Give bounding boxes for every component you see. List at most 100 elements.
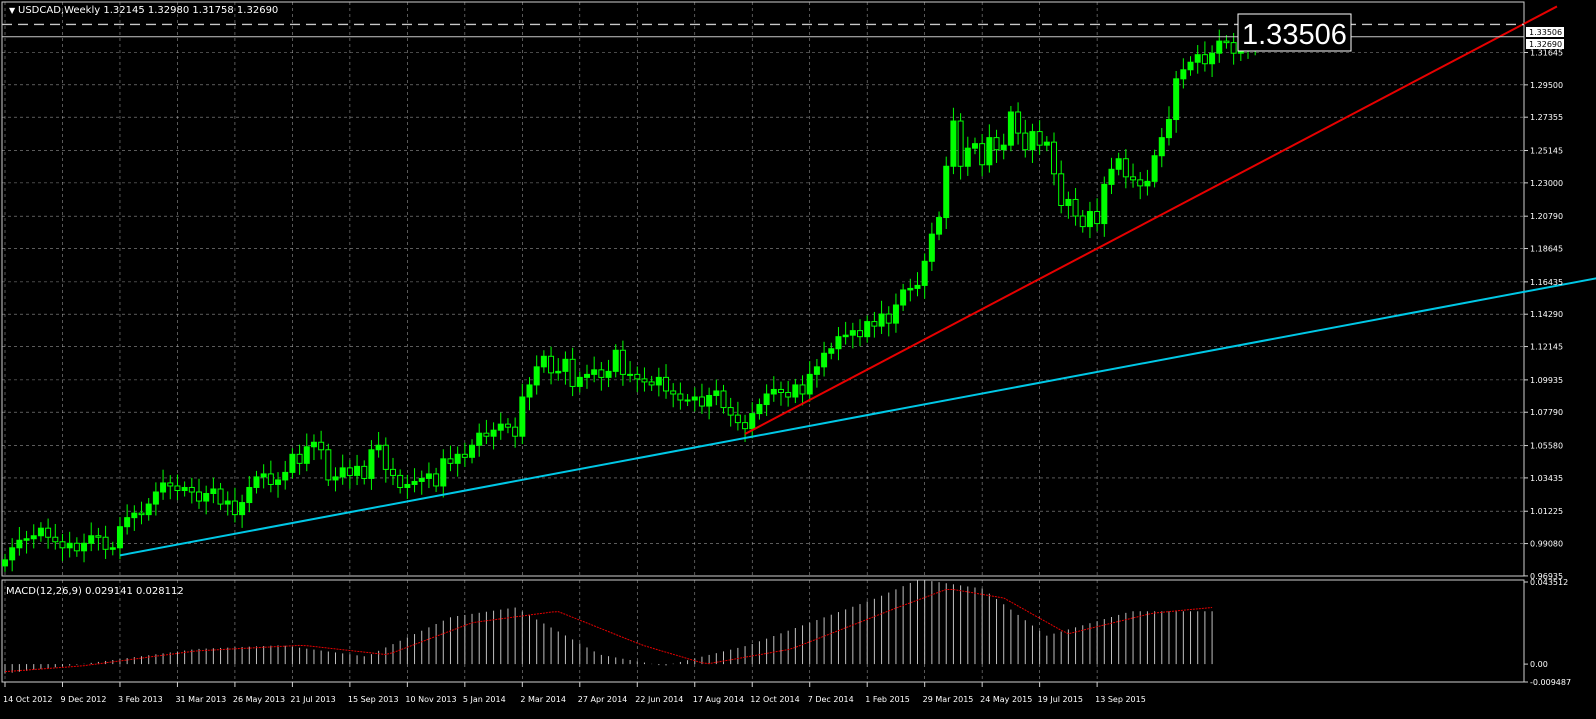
candle-body <box>346 467 353 476</box>
candle-body <box>1158 137 1165 157</box>
candle-body <box>734 414 741 424</box>
candle-body <box>1137 179 1144 187</box>
macd-y-tick-label: 0.043512 <box>1530 578 1568 587</box>
y-tick-label: 1.09935 <box>1530 376 1563 385</box>
candle-body <box>339 467 346 478</box>
candle-body <box>217 488 224 505</box>
candle-body <box>950 120 957 167</box>
candle-body <box>296 453 303 464</box>
candle-body <box>389 468 396 476</box>
candle-body <box>698 396 705 407</box>
candle-body <box>411 480 418 485</box>
candle-body <box>325 449 332 481</box>
candle-body <box>1108 168 1115 185</box>
big-price: 1.33506 <box>1242 19 1347 51</box>
macd-header: MACD(12,26,9) 0.029141 0.028112 <box>6 586 184 597</box>
candle-body <box>742 422 749 430</box>
candle-body <box>2 559 8 567</box>
x-tick-label: 15 Sep 2013 <box>348 695 399 704</box>
x-tick-label: 3 Feb 2013 <box>118 695 163 704</box>
candle-body <box>138 512 145 516</box>
y-tick-label: 1.14290 <box>1530 310 1563 319</box>
candle-body <box>145 503 152 516</box>
candle-body <box>792 384 799 398</box>
candle-body <box>533 366 540 386</box>
candle-body <box>627 373 634 376</box>
macd-frame <box>1 579 1525 683</box>
candle-body <box>936 217 943 235</box>
y-tick-label: 0.96935 <box>1530 572 1563 581</box>
candle-body <box>1165 119 1172 139</box>
x-tick-label: 17 Aug 2014 <box>693 695 744 704</box>
y-tick-label: 1.27355 <box>1530 113 1563 122</box>
candle-body <box>1216 40 1223 54</box>
candle-body <box>540 355 547 368</box>
candle-body <box>404 483 411 488</box>
candle-body <box>310 441 317 448</box>
candle-body <box>260 473 267 478</box>
candle-body <box>670 390 677 395</box>
candle-body <box>1051 141 1058 175</box>
x-tick-label: 10 Nov 2013 <box>405 695 456 704</box>
candle-body <box>842 334 849 338</box>
candle-body <box>131 512 138 519</box>
x-tick-label: 12 Oct 2014 <box>750 695 799 704</box>
candle-body <box>52 536 59 543</box>
candle-body <box>160 482 167 493</box>
candle-body <box>174 485 181 491</box>
candle-body <box>569 358 576 387</box>
candle-body <box>770 388 777 395</box>
candle-body <box>1201 54 1208 65</box>
candle-body <box>368 449 375 479</box>
candle-body <box>892 304 899 324</box>
candle-body <box>88 535 95 544</box>
candles <box>2 23 1259 572</box>
candle-body <box>483 432 490 437</box>
y-tick-label: 1.18645 <box>1530 245 1563 254</box>
symbol-header-icon[interactable]: ▼ <box>9 6 16 15</box>
grid <box>1 1 1525 683</box>
candle-body <box>548 355 555 374</box>
x-tick-label: 1 Feb 2015 <box>865 695 910 704</box>
candle-body <box>102 536 109 550</box>
candle-body <box>124 517 131 528</box>
candle-body <box>612 349 619 372</box>
candle-body <box>425 473 432 479</box>
y-tick-label: 1.20790 <box>1530 212 1563 221</box>
candle-body <box>1122 158 1129 178</box>
candle-body <box>663 376 670 392</box>
candle-body <box>691 396 698 401</box>
symbol-header: USDCAD,Weekly 1.32145 1.32980 1.31758 1.… <box>18 5 278 16</box>
y-tick-label: 1.25145 <box>1530 147 1563 156</box>
x-tick-label: 26 May 2013 <box>233 695 285 704</box>
candle-body <box>943 165 950 219</box>
candle-body <box>1194 54 1201 63</box>
bid-price-tag <box>1526 39 1564 49</box>
y-tick-label: 1.03435 <box>1530 474 1563 483</box>
candle-body <box>749 413 756 430</box>
candle-body <box>993 137 1000 151</box>
candle-body <box>921 260 928 286</box>
candle-body <box>109 547 116 550</box>
candle-body <box>720 390 727 409</box>
candle-body <box>203 493 210 502</box>
candle-body <box>878 313 885 327</box>
candle-body <box>59 541 66 549</box>
x-tick-label: 2 Mar 2014 <box>520 695 566 704</box>
candle-body <box>23 538 30 541</box>
candle-body <box>504 423 511 428</box>
candle-body <box>152 491 159 505</box>
candle-body <box>397 474 404 488</box>
bid-price-label: 1.32690 <box>1529 40 1562 49</box>
candle-body <box>167 482 174 487</box>
candle-body <box>1130 176 1137 181</box>
candle-body <box>497 423 504 431</box>
candle-body <box>461 453 468 458</box>
candle-body <box>490 429 497 437</box>
candle-body <box>1000 144 1007 151</box>
ask-price-tag <box>1526 27 1564 37</box>
candle-body <box>1115 158 1122 170</box>
y-tick-label: 1.07790 <box>1530 408 1563 417</box>
candle-body <box>382 444 389 470</box>
